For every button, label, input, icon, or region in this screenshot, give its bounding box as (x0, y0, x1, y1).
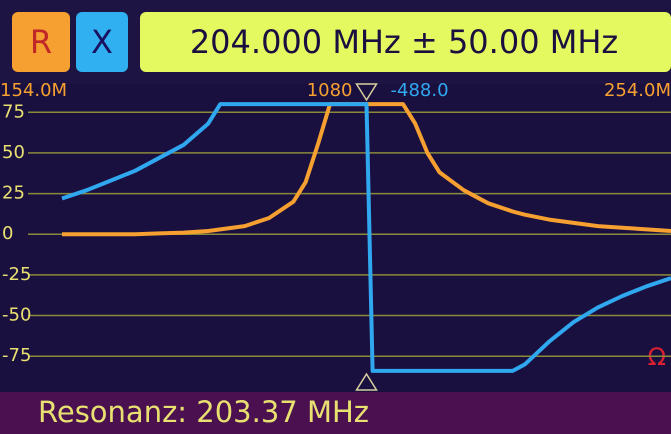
x-tick-label: 154.0M (0, 80, 67, 101)
series-line (61, 102, 671, 373)
y-tick-label: 0 (2, 223, 13, 244)
footer-bar (0, 392, 671, 434)
y-tick-label: 50 (2, 142, 25, 163)
y-tick-label: -25 (2, 264, 31, 285)
y-tick-label: -75 (2, 345, 31, 366)
x-tick-label: 254.0M (604, 80, 671, 101)
y-tick-label: 25 (2, 183, 25, 204)
frequency-title[interactable]: 204.000 MHz ± 50.00 MHz (190, 23, 618, 61)
marker-r-value: 1080 (307, 80, 353, 101)
series-line (62, 102, 671, 237)
r-button[interactable] (12, 12, 70, 72)
marker-x-value: -488.0 (391, 80, 449, 101)
marker-bottom (355, 372, 378, 391)
x-button[interactable] (76, 12, 128, 72)
frequency-box[interactable] (140, 12, 671, 72)
x-button-label[interactable]: X (91, 23, 113, 61)
marker-top (355, 83, 378, 102)
r-button-label[interactable]: R (30, 23, 52, 61)
resonance-text: Resonanz: 203.37 MHz (38, 395, 369, 429)
y-tick-label: 75 (2, 101, 25, 122)
y-tick-label: -50 (2, 305, 31, 326)
unit-label: Ω (648, 343, 666, 371)
